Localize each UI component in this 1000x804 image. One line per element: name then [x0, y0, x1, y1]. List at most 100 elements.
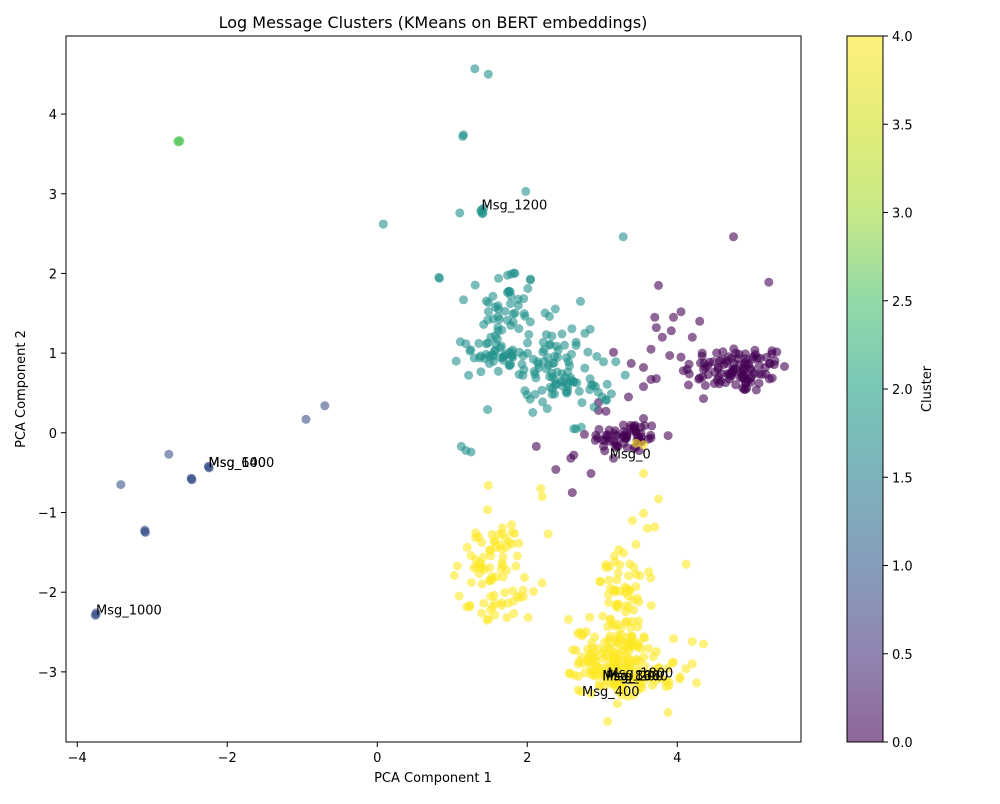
- data-point-cluster-0: [749, 368, 759, 378]
- colorbar-tick-label: 1.5: [892, 471, 913, 486]
- data-point-cluster-2: [483, 307, 493, 317]
- data-point-cluster-4: [476, 563, 486, 572]
- data-point-cluster-4: [576, 687, 586, 697]
- data-point-cluster-2: [520, 311, 530, 321]
- data-point-cluster-0: [741, 357, 751, 367]
- data-point-cluster-4: [627, 631, 637, 641]
- data-point-cluster-2: [504, 360, 514, 370]
- data-point-cluster-4: [483, 505, 492, 515]
- data-point-cluster-4: [589, 647, 599, 657]
- data-point-cluster-0: [769, 360, 779, 370]
- data-point-cluster-2: [538, 397, 548, 407]
- data-point-cluster-4: [486, 592, 496, 602]
- data-point-cluster-4: [631, 569, 641, 579]
- data-point-cluster-4: [477, 579, 487, 589]
- data-point-cluster-4: [644, 643, 653, 653]
- data-point-cluster-4: [500, 588, 510, 598]
- data-point-cluster-2: [576, 422, 586, 432]
- data-point-cluster-4: [523, 613, 533, 622]
- data-point-cluster-4: [639, 469, 648, 478]
- data-point-cluster-2: [514, 370, 524, 379]
- data-point-cluster-0: [695, 316, 705, 326]
- data-point-cluster-1: [204, 463, 214, 473]
- data-point-cluster-2: [455, 208, 465, 218]
- data-point-cluster-4: [466, 578, 476, 587]
- data-point-cluster-2: [571, 337, 581, 347]
- data-point-cluster-4: [624, 571, 634, 581]
- data-point-cluster-2: [618, 232, 628, 242]
- data-point-cluster-4: [639, 632, 649, 642]
- data-point-cluster-2: [553, 352, 563, 362]
- data-point-cluster-4: [601, 563, 611, 572]
- data-point-cluster-0: [567, 488, 577, 498]
- colorbar-tick-label: 3.5: [892, 118, 913, 133]
- data-point-cluster-4: [636, 643, 646, 653]
- data-point-cluster-4: [518, 585, 528, 595]
- data-point-cluster-0: [651, 374, 661, 384]
- data-point-cluster-2: [544, 311, 554, 321]
- data-point-cluster-4: [634, 666, 644, 676]
- data-point-cluster-2: [602, 379, 612, 389]
- data-point-cluster-2: [459, 295, 468, 305]
- data-point-cluster-4: [564, 668, 574, 678]
- data-point-cluster-4: [577, 652, 587, 662]
- data-point-cluster-4: [624, 666, 634, 676]
- data-point-cluster-2: [506, 299, 515, 309]
- data-point-cluster-0: [579, 429, 589, 439]
- data-point-cluster-2: [479, 203, 489, 213]
- data-point-cluster-0: [676, 352, 686, 362]
- data-point-cluster-0: [626, 420, 636, 430]
- data-point-cluster-0: [604, 425, 614, 435]
- data-point-cluster-4: [651, 670, 661, 680]
- data-point-cluster-4: [537, 492, 547, 502]
- data-point-cluster-4: [622, 638, 632, 648]
- data-point-cluster-4: [692, 678, 702, 688]
- point-annotation: Msg_200: [606, 670, 664, 685]
- data-point-cluster-0: [772, 347, 782, 357]
- data-point-cluster-2: [525, 317, 535, 327]
- data-point-cluster-2: [484, 298, 493, 308]
- data-point-cluster-4: [490, 598, 500, 608]
- data-point-cluster-2: [560, 340, 569, 350]
- data-point-cluster-4: [498, 529, 508, 539]
- data-point-cluster-4: [518, 592, 528, 602]
- data-point-cluster-2: [550, 304, 560, 314]
- data-point-cluster-0: [601, 406, 611, 416]
- data-point-cluster-2: [435, 273, 444, 283]
- data-point-cluster-4: [647, 680, 657, 690]
- data-point-cluster-0: [728, 365, 738, 375]
- data-point-cluster-4: [632, 593, 642, 603]
- y-tick-label: −3: [38, 666, 57, 681]
- data-point-cluster-4: [504, 537, 514, 547]
- data-point-cluster-2: [451, 356, 461, 366]
- data-point-cluster-4: [454, 591, 464, 601]
- data-point-cluster-4: [483, 480, 493, 490]
- data-point-cluster-4: [590, 632, 600, 642]
- colorbar-tick-label: 2.0: [892, 383, 913, 398]
- point-annotation: Msg_1800: [608, 667, 674, 682]
- data-point-cluster-4: [626, 623, 636, 633]
- data-point-cluster-0: [699, 394, 708, 404]
- x-tick-label: 0: [373, 751, 381, 766]
- data-point-cluster-0: [700, 381, 710, 390]
- point-annotation: Msg_1200: [482, 199, 548, 214]
- data-point-cluster-0: [761, 369, 771, 379]
- point-annotation: Msg_1600: [602, 670, 668, 685]
- data-point-cluster-4: [699, 639, 708, 649]
- data-point-cluster-2: [458, 131, 468, 141]
- data-point-cluster-2: [574, 386, 584, 396]
- data-point-cluster-4: [629, 562, 639, 572]
- data-point-cluster-4: [604, 598, 614, 608]
- data-point-cluster-2: [567, 324, 577, 334]
- data-point-cluster-4: [620, 588, 630, 598]
- data-point-cluster-0: [780, 362, 789, 371]
- data-point-cluster-2: [586, 380, 596, 390]
- data-point-cluster-4: [610, 551, 619, 561]
- data-point-cluster-0: [624, 392, 633, 402]
- y-axis-ticks: −3 −2 −1 0 1 2 3 4: [38, 108, 66, 681]
- data-point-cluster-0: [654, 280, 663, 290]
- data-point-cluster-2: [484, 359, 494, 368]
- data-point-cluster-0: [764, 277, 774, 287]
